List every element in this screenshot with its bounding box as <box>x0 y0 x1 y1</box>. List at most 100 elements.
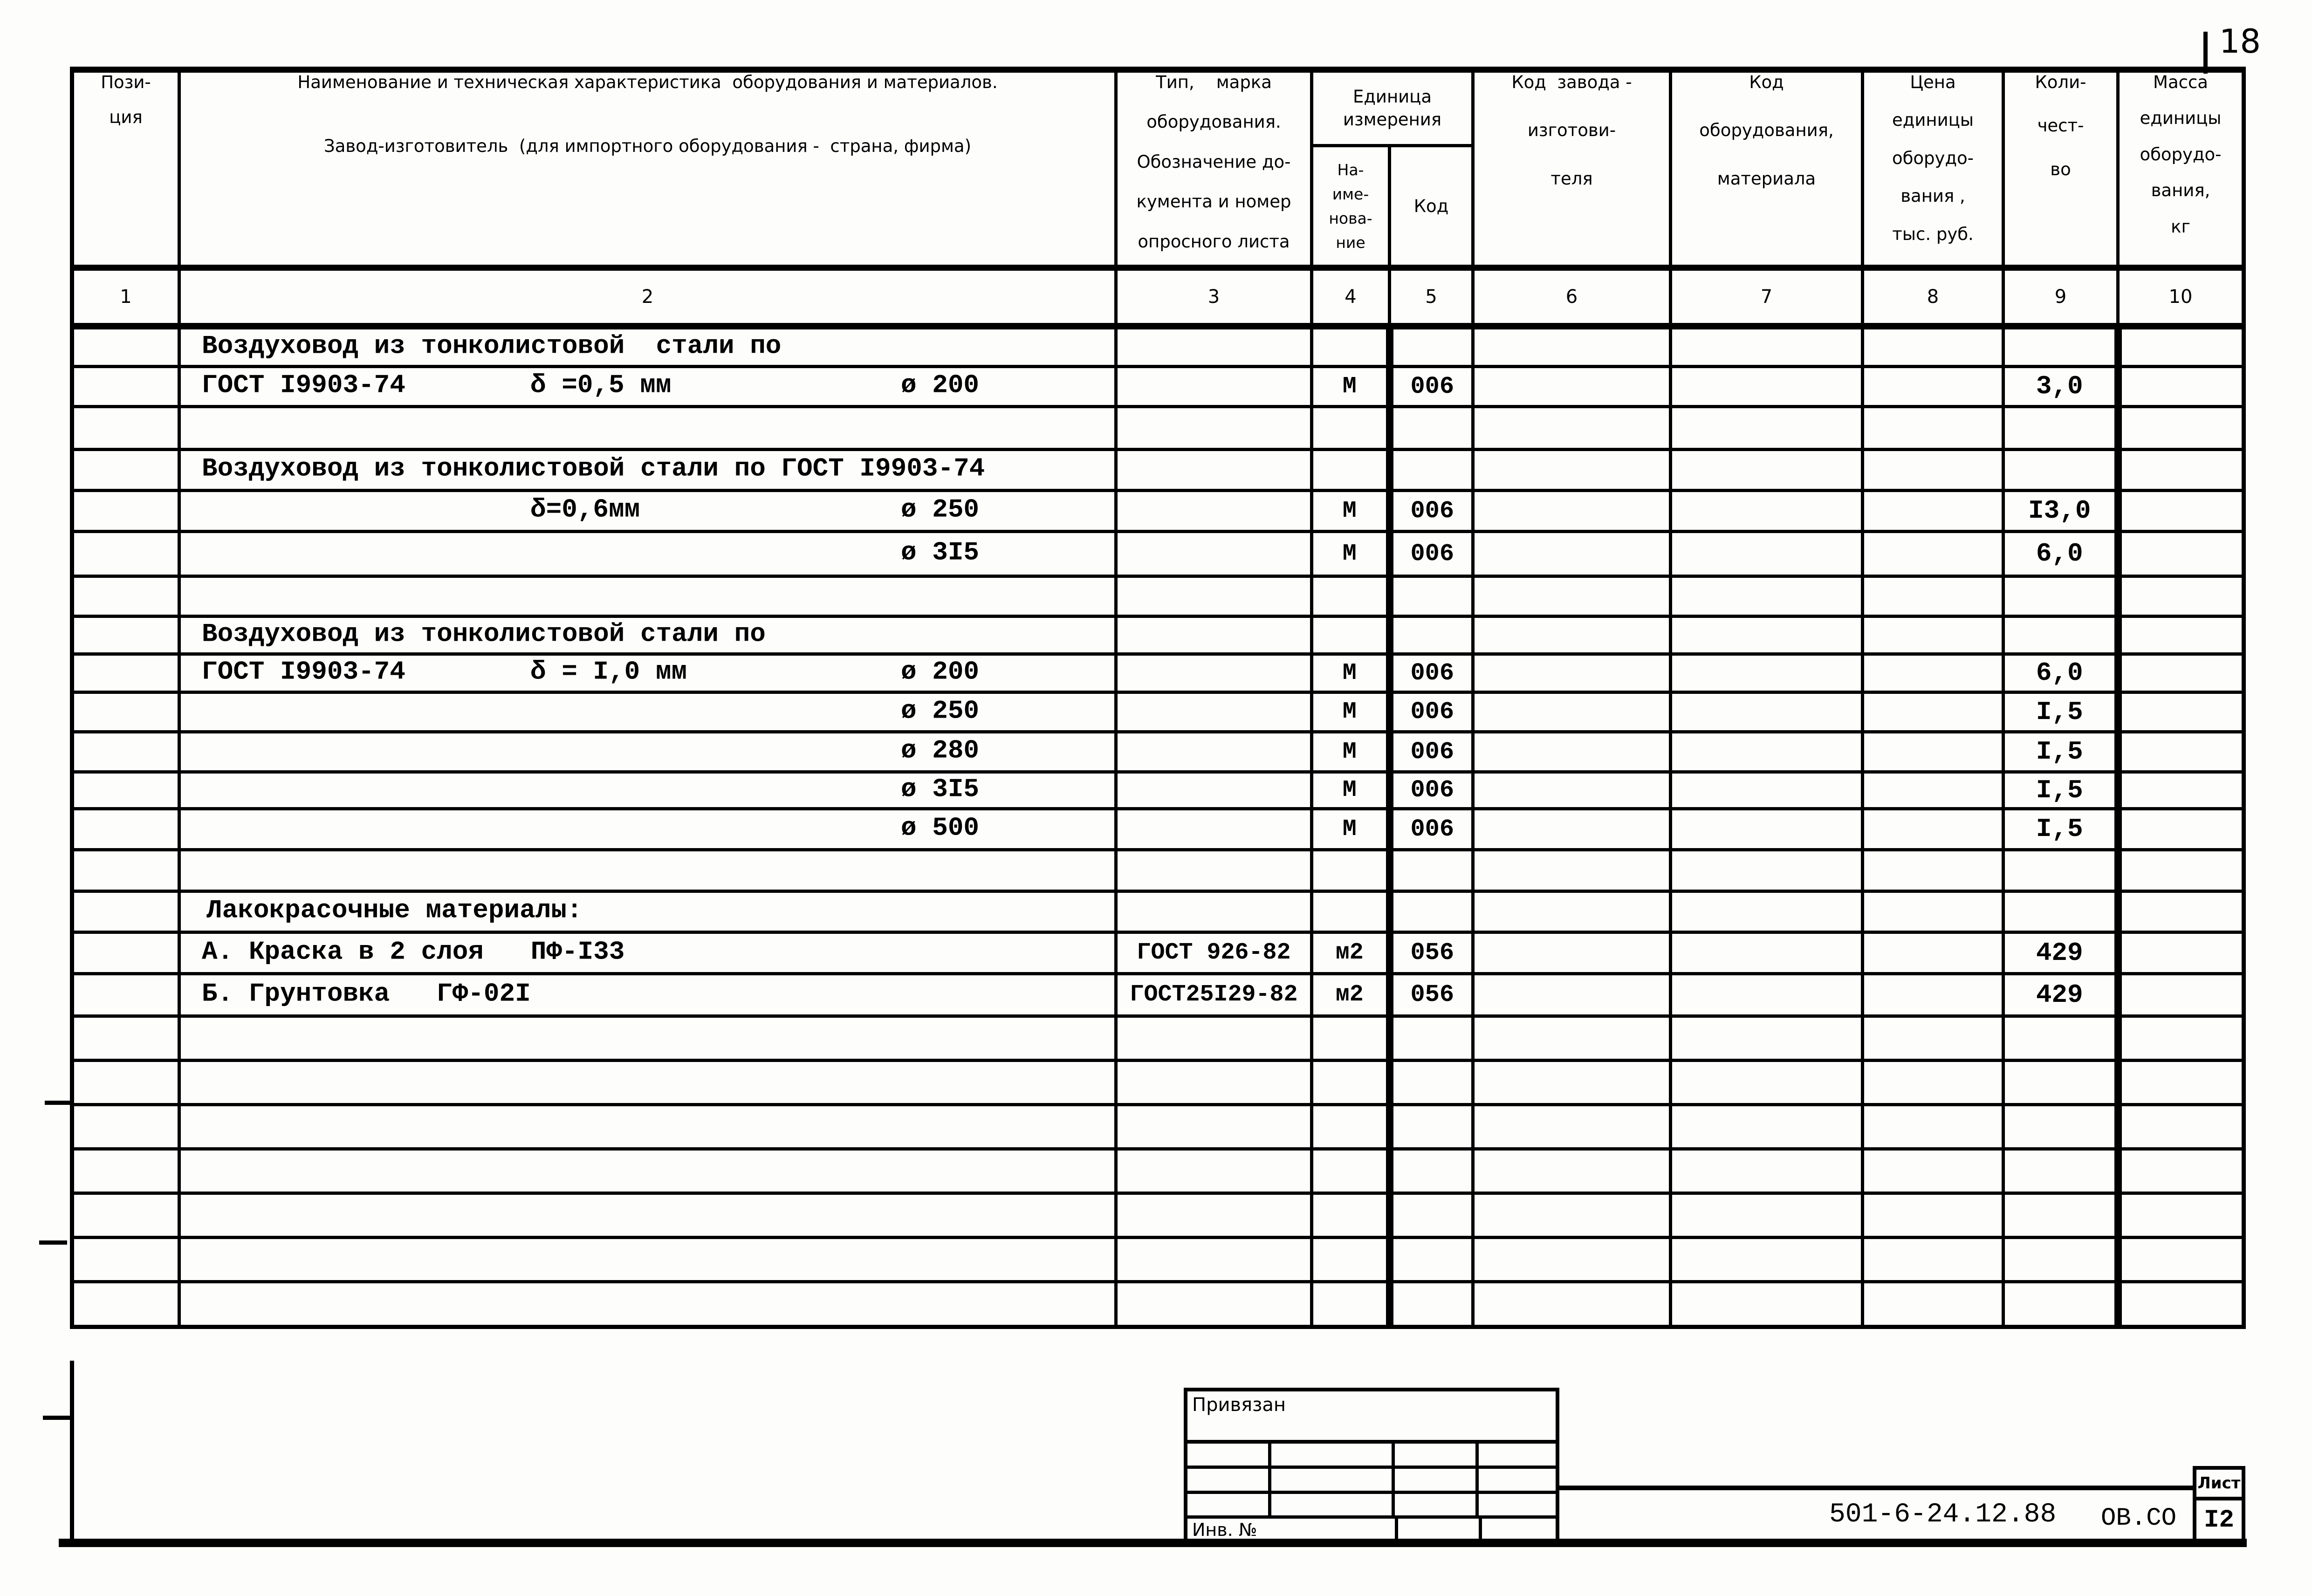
name-cell <box>178 404 1118 451</box>
position-cell <box>70 1280 181 1329</box>
unit-cell <box>1310 1235 1391 1283</box>
factory-code-cell <box>1471 324 1672 368</box>
factory-code-cell <box>1471 1147 1672 1195</box>
table-row: ø 500 М 006 I,5 <box>70 807 2245 851</box>
price-cell <box>1861 364 2005 408</box>
header-row: Пози- ция Наименование и техническая хар… <box>70 68 2245 271</box>
header-unit-group: Единица измерения На- име- нова- ние Код <box>1310 68 1475 271</box>
page-corner-mark <box>2203 32 2208 74</box>
unit-cell: М <box>1310 529 1391 578</box>
mass-cell <box>2114 1235 2245 1283</box>
unit-cell: М <box>1310 488 1391 533</box>
mass-cell <box>2114 770 2245 810</box>
unit-cell <box>1310 889 1391 934</box>
item-text: δ = I,0 мм <box>530 657 687 687</box>
quantity-cell: I,5 <box>2002 690 2120 733</box>
factory-code-cell <box>1471 1235 1672 1283</box>
type-cell <box>1114 447 1313 492</box>
code-cell <box>1386 848 1475 893</box>
mass-cell <box>2114 1191 2245 1239</box>
price-cell <box>1861 614 2005 656</box>
mass-cell <box>2114 652 2245 694</box>
margin-tick <box>39 1240 67 1245</box>
header-unit-name: На- име- нова- ние <box>1313 147 1391 265</box>
price-cell <box>1861 652 2005 694</box>
factory-code-cell <box>1471 529 1672 578</box>
header-type: Тип, марка оборудования. Обозначение до-… <box>1114 68 1313 271</box>
item-text: δ =0,5 мм <box>530 370 672 400</box>
code-cell <box>1386 1280 1475 1329</box>
type-cell <box>1114 529 1313 578</box>
price-cell <box>1861 930 2005 975</box>
type-cell <box>1114 1058 1313 1106</box>
equipment-code-cell <box>1669 1058 1864 1106</box>
column-number: 6 <box>1471 266 1672 329</box>
price-cell <box>1861 1014 2005 1062</box>
quantity-cell: 6,0 <box>2002 529 2120 578</box>
type-cell <box>1114 488 1313 533</box>
type-cell <box>1114 1191 1313 1239</box>
code-cell <box>1386 447 1475 492</box>
equipment-code-cell <box>1669 652 1864 694</box>
unit-cell <box>1310 848 1391 893</box>
column-number: 8 <box>1861 266 2005 329</box>
item-text: ГОСТ I9903-74 <box>202 370 405 400</box>
equipment-code-cell <box>1669 690 1864 733</box>
position-cell <box>70 447 181 492</box>
inventory-label: Инв. № <box>1187 1519 1398 1541</box>
equipment-code-cell <box>1669 364 1864 408</box>
type-cell <box>1114 364 1313 408</box>
code-cell <box>1386 1235 1475 1283</box>
margin-tick <box>45 1101 72 1105</box>
factory-code-cell <box>1471 770 1672 810</box>
type-cell <box>1114 404 1313 451</box>
table-row <box>70 1147 2245 1195</box>
column-number: 3 <box>1114 266 1313 329</box>
type-cell <box>1114 889 1313 934</box>
price-cell <box>1861 488 2005 533</box>
quantity-cell: 3,0 <box>2002 364 2120 408</box>
code-cell <box>1386 324 1475 368</box>
header-unit-code: Код <box>1413 196 1449 216</box>
price-cell <box>1861 972 2005 1018</box>
name-cell: ГОСТ I9903-74 δ =0,5 мм ø 200 <box>178 364 1118 408</box>
item-text: ø 280 <box>901 735 980 766</box>
equipment-code-cell <box>1669 1235 1864 1283</box>
stamp-grid-row <box>1187 1468 1556 1494</box>
type-cell <box>1114 614 1313 656</box>
header-price: Цена единицы оборудо- вания , тыс. руб. <box>1861 68 2005 271</box>
mass-cell <box>2114 730 2245 774</box>
header-name: Наименование и техническая характеристик… <box>178 68 1118 271</box>
factory-code-cell <box>1471 690 1672 733</box>
quantity-cell <box>2002 614 2120 656</box>
table-row <box>70 1191 2245 1239</box>
type-cell <box>1114 1147 1313 1195</box>
quantity-cell <box>2002 1147 2120 1195</box>
equipment-code-cell <box>1669 972 1864 1018</box>
position-cell <box>70 324 181 368</box>
column-number: 1 <box>70 266 181 329</box>
sheet-label: Лист <box>2196 1470 2242 1500</box>
name-cell: Воздуховод из тонколистовой стали по ГОС… <box>178 447 1118 492</box>
unit-cell <box>1310 324 1391 368</box>
table-row: Б. Грунтовка ГФ-02I ГОСТ25I29-82 м2 056 429 <box>70 972 2245 1018</box>
equipment-code-cell <box>1669 447 1864 492</box>
position-cell <box>70 1235 181 1283</box>
price-cell <box>1861 1058 2005 1106</box>
equipment-code-cell <box>1669 730 1864 774</box>
price-cell <box>1861 1235 2005 1283</box>
name-cell: Б. Грунтовка ГФ-02I <box>178 972 1118 1018</box>
code-cell <box>1386 1103 1475 1151</box>
position-cell <box>70 614 181 656</box>
table-row <box>70 1235 2245 1283</box>
table-row: ø 3I5 М 006 I,5 <box>70 770 2245 810</box>
name-cell: Лакокрасочные материалы: <box>178 889 1118 934</box>
mass-cell <box>2114 1014 2245 1062</box>
name-cell <box>178 848 1118 893</box>
factory-code-cell <box>1471 807 1672 851</box>
item-text: Воздуховод из тонколистовой стали по <box>202 331 782 361</box>
position-cell <box>70 770 181 810</box>
mass-cell <box>2114 529 2245 578</box>
item-text: Воздуховод из тонколистовой стали по <box>202 618 766 649</box>
quantity-cell <box>2002 848 2120 893</box>
